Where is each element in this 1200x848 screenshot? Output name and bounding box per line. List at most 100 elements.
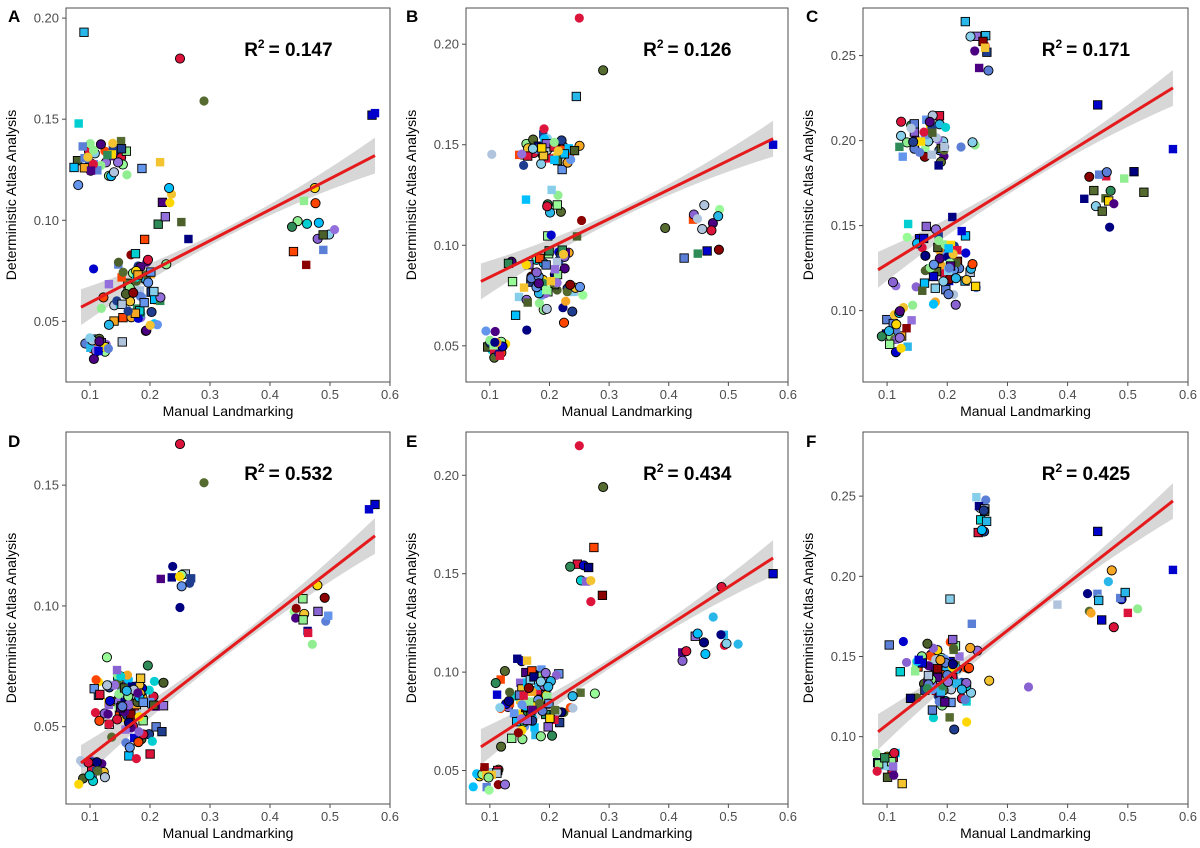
y-axis-title: Deterministic Atlas Analysis	[800, 533, 816, 703]
panel-f: 0.1 0.2 0.3 0.4 0.5 0.6 0.10 0.15 0.20 0.25 Manual…	[800, 431, 1197, 841]
scatter-point	[78, 142, 87, 151]
scatter-point	[83, 152, 93, 162]
scatter-point	[186, 574, 196, 583]
scatter-point	[103, 150, 112, 160]
scatter-point	[490, 326, 500, 337]
scatter-point	[509, 692, 518, 701]
scatter-point	[887, 277, 899, 288]
scatter-point	[1084, 171, 1095, 182]
panel-letter: B	[406, 7, 418, 26]
x-tick-label: 0.4	[261, 809, 279, 824]
scatter-point	[490, 346, 499, 355]
x-tick-label: 0.3	[201, 387, 219, 402]
scatter-point	[581, 577, 591, 586]
x-tick-label: 0.2	[540, 387, 558, 402]
scatter-point	[103, 709, 113, 719]
regression-line	[480, 556, 774, 749]
scatter-point	[514, 710, 523, 720]
scatter-point	[693, 249, 702, 258]
y-tick-label: 0.10	[434, 665, 459, 680]
scatter-point	[490, 337, 500, 347]
scatter-point	[960, 695, 970, 705]
r-squared-base: R	[643, 464, 657, 485]
scatter-point	[1053, 600, 1062, 609]
scatter-point	[1023, 682, 1034, 692]
scatter-point	[142, 660, 153, 671]
scatter-point	[513, 654, 522, 663]
r-squared-superscript: 2	[1055, 461, 1062, 475]
r-squared-base: R	[244, 40, 258, 61]
scatter-point	[955, 652, 964, 661]
scatter-point	[541, 303, 552, 314]
scatter-point	[147, 736, 157, 746]
scatter-point	[965, 31, 976, 42]
scatter-point	[128, 287, 139, 298]
scatter-point	[889, 770, 899, 780]
scatter-point	[961, 274, 972, 286]
scatter-point	[79, 27, 89, 37]
scatter-point	[949, 724, 960, 735]
scatter-point	[552, 200, 562, 210]
scatter-point	[891, 327, 901, 337]
scatter-point	[924, 116, 935, 127]
scatter-point	[932, 664, 943, 674]
scatter-point	[108, 145, 118, 155]
scatter-point	[528, 705, 537, 715]
scatter-point	[112, 714, 123, 725]
panel-letter: D	[8, 432, 20, 451]
x-tick-label: 0.4	[660, 809, 678, 824]
scatter-point	[133, 737, 144, 748]
scatter-point	[542, 201, 553, 212]
scatter-point	[733, 639, 743, 649]
scatter-point	[1168, 565, 1178, 575]
scatter-point	[967, 137, 978, 148]
scatter-point	[974, 501, 984, 511]
x-tick-label: 0.2	[141, 809, 159, 824]
scatter-point	[155, 157, 165, 167]
scatter-point	[880, 753, 890, 763]
scatter-point	[84, 770, 95, 781]
scatter-point	[513, 728, 524, 738]
x-tick-label: 0.1	[878, 387, 896, 402]
x-tick-label: 0.6	[381, 387, 399, 402]
scatter-point	[174, 439, 186, 450]
scatter-point	[542, 285, 551, 295]
scatter-point	[536, 158, 547, 169]
scatter-point	[956, 142, 966, 152]
scatter-point	[91, 675, 101, 685]
x-tick-label: 0.4	[1059, 809, 1077, 824]
scatter-point	[597, 590, 608, 601]
scatter-point	[1109, 199, 1119, 209]
scatter-point	[567, 691, 578, 702]
scatter-point	[524, 697, 534, 706]
x-tick-label: 0.1	[81, 809, 99, 824]
x-tick-label: 0.4	[660, 387, 678, 402]
scatter-point	[313, 217, 324, 228]
scatter-point	[768, 569, 778, 579]
y-axis-title: Deterministic Atlas Analysis	[3, 110, 19, 280]
x-tick-label: 0.6	[1179, 809, 1197, 824]
r-squared-base: R	[1042, 40, 1056, 61]
scatter-point	[530, 723, 539, 732]
scatter-point	[692, 628, 703, 639]
r-squared-label: R2 = 0.147	[244, 37, 332, 61]
r-squared-superscript: 2	[657, 461, 664, 475]
x-tick-label: 0.1	[81, 387, 99, 402]
scatter-point	[905, 693, 916, 704]
scatter-point	[107, 150, 117, 159]
scatter-point	[286, 221, 298, 232]
scatter-point	[984, 675, 995, 686]
scatter-point	[903, 342, 912, 351]
scatter-point	[370, 108, 380, 118]
scatter-point	[298, 615, 308, 625]
scatter-point	[558, 317, 570, 328]
y-tick-label: 0.15	[831, 218, 856, 233]
scatter-point	[519, 283, 529, 292]
scatter-point	[112, 665, 122, 675]
scatter-point	[91, 757, 102, 768]
scatter-point	[589, 688, 600, 699]
scatter-point	[122, 670, 133, 680]
scatter-point	[160, 212, 170, 222]
marks	[871, 483, 1178, 789]
scatter-point	[574, 281, 586, 292]
